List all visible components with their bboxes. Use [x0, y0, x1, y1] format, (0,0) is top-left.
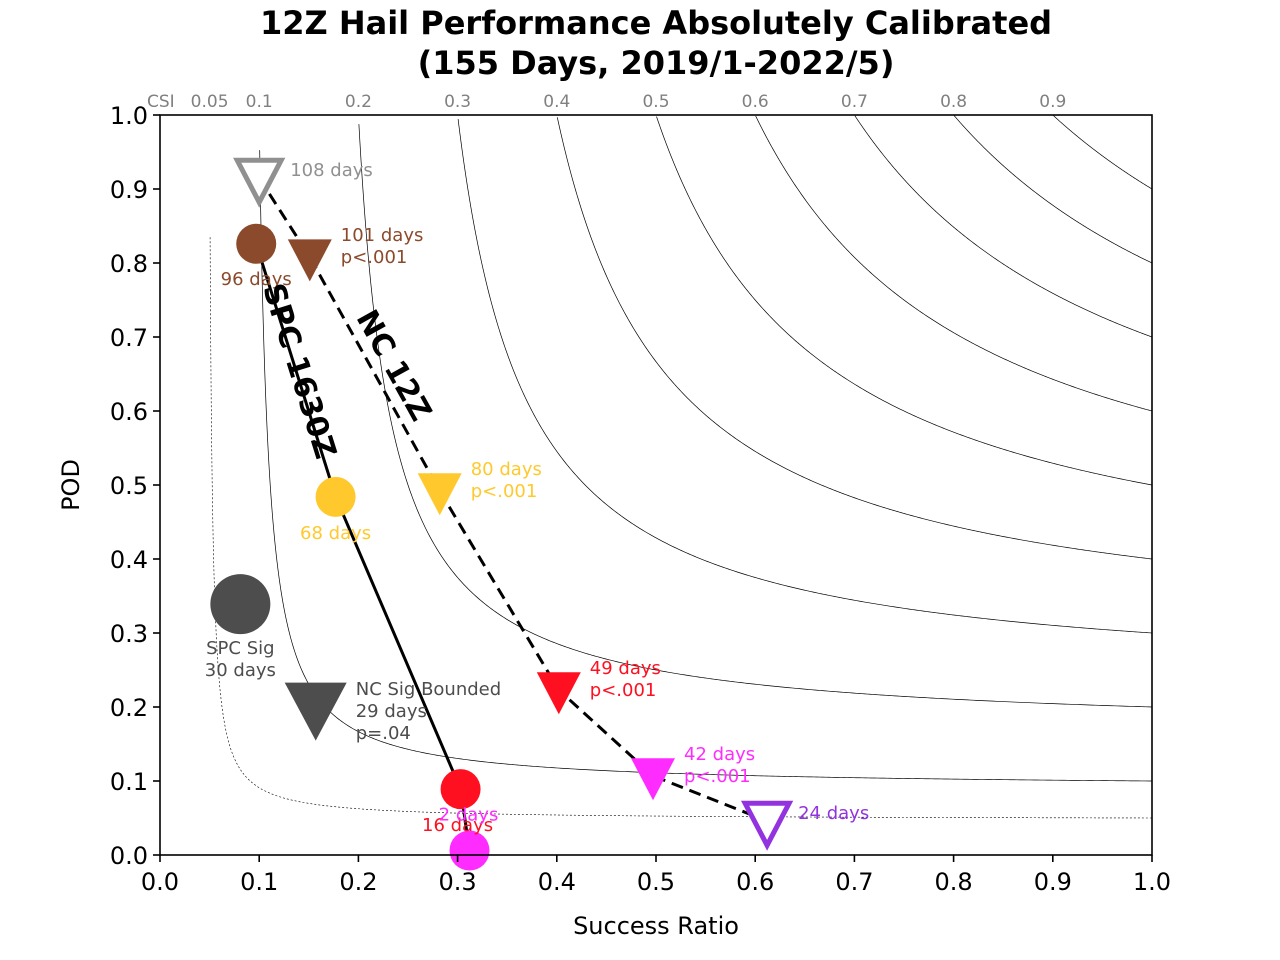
- csi-label: 0.05: [191, 92, 229, 112]
- x-axis-ticks: 0.0 0.1 0.2 0.3 0.4 0.5 0.6 0.7 0.8 0.9 1.0: [141, 855, 1171, 896]
- csi-label: 0.9: [1039, 92, 1066, 112]
- x-tick-label: 0.8: [935, 868, 973, 896]
- curve-label-spc: SPC 1630Z: [255, 279, 343, 462]
- csi-contour: [854, 115, 1152, 338]
- x-axis-label: Success Ratio: [573, 912, 739, 940]
- y-tick-label: 0.4: [110, 546, 148, 574]
- csi-label: 0.3: [444, 92, 471, 112]
- x-tick-label: 0.4: [538, 868, 576, 896]
- point-label: 68 days: [300, 523, 371, 544]
- point-label: 30 days: [205, 660, 276, 681]
- markers: [210, 157, 794, 871]
- csi-label: 0.6: [742, 92, 769, 112]
- y-tick-label: 0.3: [110, 620, 148, 648]
- x-tick-label: 0.0: [141, 868, 179, 896]
- x-tick-label: 0.3: [439, 868, 477, 896]
- curve-labels: SPC 1630Z NC 12Z: [255, 279, 438, 462]
- nc-point: [631, 758, 675, 801]
- spc-sig-point: [210, 574, 271, 635]
- point-label: 80 days: [471, 459, 542, 480]
- spc-point: [449, 830, 490, 871]
- point-label: 96 days: [221, 269, 292, 290]
- y-tick-label: 0.5: [110, 472, 148, 500]
- nc-point: [287, 239, 332, 282]
- x-tick-label: 0.7: [835, 868, 873, 896]
- y-axis-label: POD: [57, 459, 85, 511]
- point-label: 108 days: [290, 160, 373, 181]
- csi-contour: [953, 115, 1152, 264]
- spc-point: [236, 223, 277, 264]
- y-tick-label: 0.7: [110, 324, 148, 352]
- csi-label: CSI: [147, 92, 175, 112]
- y-tick-label: 0.0: [110, 842, 148, 870]
- y-tick-label: 0.1: [110, 768, 148, 796]
- point-label: 2 days: [439, 805, 499, 826]
- csi-contour: [556, 117, 1152, 560]
- point-label: 24 days: [798, 803, 869, 824]
- nc-sig-point: [284, 682, 347, 741]
- series-line: [254, 243, 471, 851]
- point-label: p=.04: [356, 723, 411, 744]
- x-tick-label: 1.0: [1133, 868, 1171, 896]
- point-label: 42 days: [684, 744, 755, 765]
- csi-label: 0.1: [246, 92, 273, 112]
- nc-point: [536, 672, 581, 715]
- x-tick-label: 0.1: [240, 868, 278, 896]
- x-tick-label: 0.2: [339, 868, 377, 896]
- nc-point: [740, 800, 794, 851]
- spc-point: [315, 476, 356, 517]
- csi-label: 0.7: [841, 92, 868, 112]
- point-label: 16 days: [422, 815, 493, 836]
- y-axis-ticks: 0.0 0.1 0.2 0.3 0.4 0.5 0.6 0.7 0.8 0.9 1.0: [110, 102, 160, 870]
- point-label: p<.001: [341, 247, 408, 268]
- csi-label: 0.4: [543, 92, 570, 112]
- point-label: SPC Sig: [206, 638, 274, 659]
- point-label: 101 days: [341, 225, 424, 246]
- point-label: 49 days: [590, 658, 661, 679]
- y-tick-label: 0.2: [110, 694, 148, 722]
- csi-contour: [457, 119, 1152, 634]
- point-label: NC Sig Bounded: [356, 679, 501, 700]
- point-label: 29 days: [356, 701, 427, 722]
- csi-contour: [755, 115, 1152, 412]
- y-tick-label: 0.8: [110, 250, 148, 278]
- x-tick-label: 0.6: [736, 868, 774, 896]
- chart-title: 12Z Hail Performance Absolutely Calibrat…: [260, 4, 1052, 82]
- x-tick-label: 0.5: [637, 868, 675, 896]
- chart-title-line-2: (155 Days, 2019/1-2022/5): [418, 44, 895, 82]
- csi-labels: CSI 0.05 0.1 0.2 0.3 0.4 0.5 0.6 0.7 0.8 0.9: [147, 92, 1066, 112]
- nc-point: [417, 473, 462, 516]
- csi-contour: [656, 116, 1152, 486]
- point-label: p<.001: [590, 680, 657, 701]
- y-tick-label: 1.0: [110, 102, 148, 130]
- x-tick-label: 0.9: [1034, 868, 1072, 896]
- csi-label: 0.2: [345, 92, 372, 112]
- point-label: p<.001: [684, 766, 751, 787]
- csi-contour: [1053, 115, 1152, 190]
- y-tick-label: 0.6: [110, 398, 148, 426]
- y-tick-label: 0.9: [110, 176, 148, 204]
- chart-title-line-1: 12Z Hail Performance Absolutely Calibrat…: [260, 4, 1052, 42]
- plot-frame: [159, 114, 1153, 856]
- point-label: p<.001: [471, 481, 538, 502]
- spc-point: [440, 769, 481, 810]
- csi-label: 0.8: [940, 92, 967, 112]
- csi-label: 0.5: [642, 92, 669, 112]
- csi-contours: [209, 115, 1152, 819]
- nc-point: [233, 157, 286, 208]
- csi-contour: [358, 124, 1152, 708]
